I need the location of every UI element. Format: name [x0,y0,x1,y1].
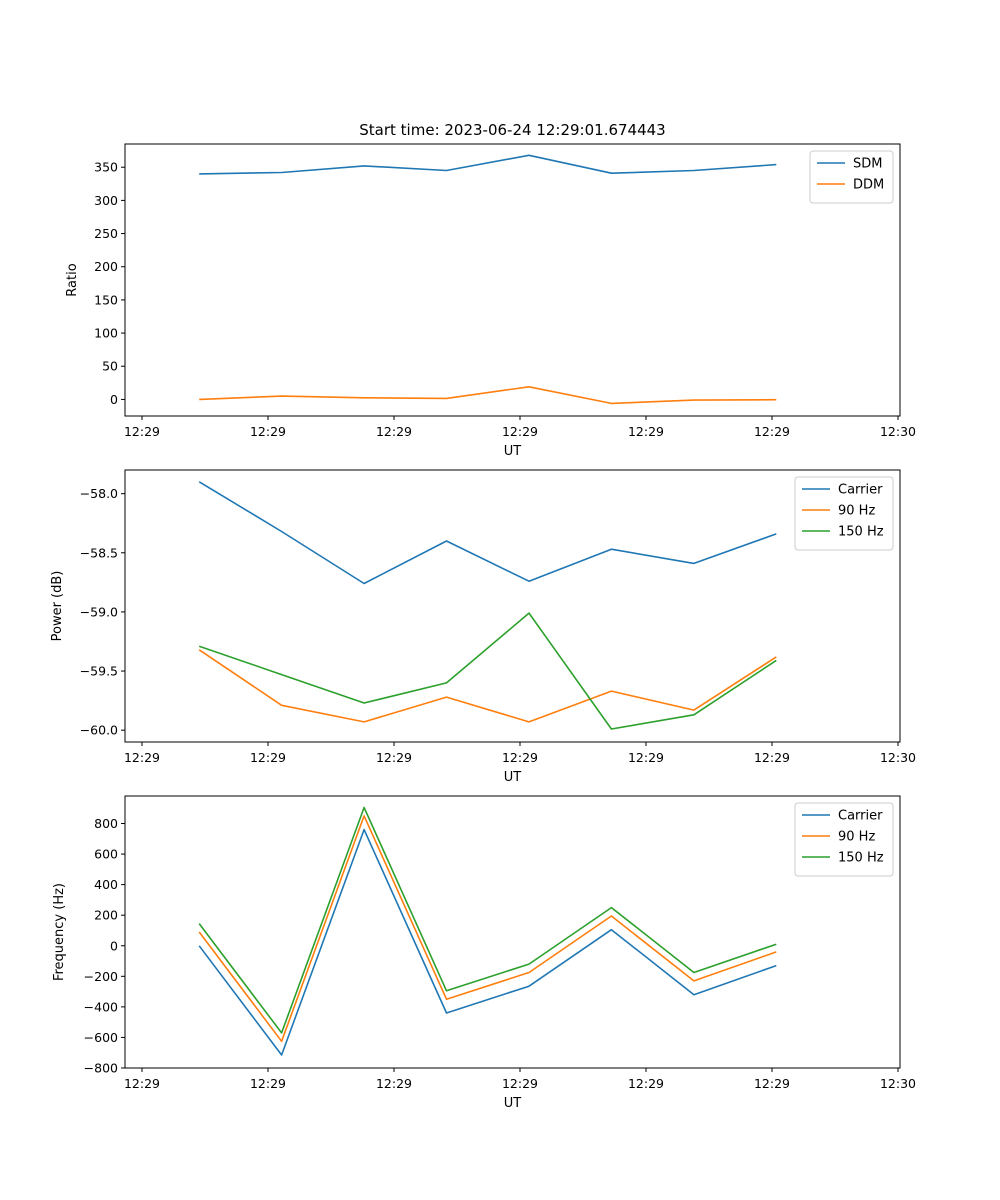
y-tick-label: −400 [84,999,118,1014]
legend-label: 150 Hz [838,851,884,866]
series-line-2 [198,612,777,730]
series-line-2 [198,806,777,1034]
y-tick-label: −59.5 [80,664,118,679]
y-axis-label: Power (dB) [50,571,65,642]
y-tick-label: 0 [110,392,118,407]
x-tick-label: 12:29 [250,1076,286,1091]
y-tick-label: 50 [102,359,118,374]
x-tick-label: 12:29 [376,1076,412,1091]
legend-label: Carrier [838,809,883,824]
y-tick-label: −200 [84,969,118,984]
legend-label: DDM [853,178,884,193]
y-tick-label: −60.0 [80,723,118,738]
plot-frame [124,143,901,417]
x-axis-label: UT [504,770,522,785]
x-tick-label: 12:30 [880,1076,916,1091]
y-tick-label: 300 [94,193,118,208]
y-tick-label: −58.5 [80,545,118,560]
series-line-0 [199,154,777,175]
x-tick-label: 12:29 [754,750,790,765]
y-tick-label: 600 [94,847,118,862]
legend-label: SDM [853,157,882,172]
legend-label: 90 Hz [838,830,875,845]
plot-frame [124,795,901,1069]
y-tick-label: −58.0 [80,486,118,501]
chart-panel-3: 12:29 12:29 12:29 12:29 12:29 12:29 12:30 −800 −… [52,795,916,1111]
y-tick-label: −600 [84,1030,118,1045]
y-tick-label: 800 [94,816,118,831]
series-line-0 [198,481,777,585]
series-line-0 [198,828,777,1056]
legend: SDM DDM [809,150,894,204]
y-tick-label: 150 [94,292,118,307]
x-tick-label: 12:29 [376,750,412,765]
legend-box [809,150,894,204]
legend-label: Carrier [838,483,883,498]
series-line-1 [199,385,777,405]
legend-label: 150 Hz [838,525,884,540]
legend: Carrier 90 Hz 150 Hz [794,802,894,877]
x-tick-label: 12:29 [502,750,538,765]
x-tick-label: 12:30 [880,424,916,439]
y-tick-label: 100 [94,326,118,341]
y-tick-label: 350 [94,160,118,175]
x-axis-label: UT [504,444,522,459]
legend: Carrier 90 Hz 150 Hz [794,476,894,551]
x-tick-label: 12:29 [250,750,286,765]
chart-title: Start time: 2023-06-24 12:29:01.674443 [359,121,665,139]
y-tick-label: −59.0 [80,604,118,619]
x-tick-label: 12:29 [754,424,790,439]
legend-label: 90 Hz [838,504,875,519]
y-tick-label: 200 [94,908,118,923]
x-tick-label: 12:29 [250,424,286,439]
y-tick-label: −800 [84,1061,118,1076]
y-tick-label: 200 [94,259,118,274]
y-tick-label: 400 [94,877,118,892]
series-line-1 [198,649,777,723]
plot-frame [124,469,901,743]
x-tick-label: 12:29 [628,424,664,439]
x-tick-label: 12:29 [628,750,664,765]
x-tick-label: 12:29 [754,1076,790,1091]
y-tick-label: 250 [94,226,118,241]
x-tick-label: 12:29 [628,1076,664,1091]
x-axis-label: UT [504,1096,522,1111]
x-tick-label: 12:29 [124,750,160,765]
y-axis-label: Ratio [65,263,80,296]
x-tick-label: 12:29 [376,424,412,439]
x-tick-label: 12:29 [124,1076,160,1091]
x-tick-label: 12:29 [502,1076,538,1091]
series-line-1 [198,815,777,1043]
y-axis-label: Frequency (Hz) [52,883,67,981]
chart-panel-2: 12:29 12:29 12:29 12:29 12:29 12:29 12:30 −60.0… [50,469,916,785]
x-tick-label: 12:29 [502,424,538,439]
x-tick-label: 12:30 [880,750,916,765]
y-tick-label: 0 [110,938,118,953]
x-tick-label: 12:29 [124,424,160,439]
chart-panel-1: Start time: 2023-06-24 12:29:01.674443 12… [65,121,916,459]
